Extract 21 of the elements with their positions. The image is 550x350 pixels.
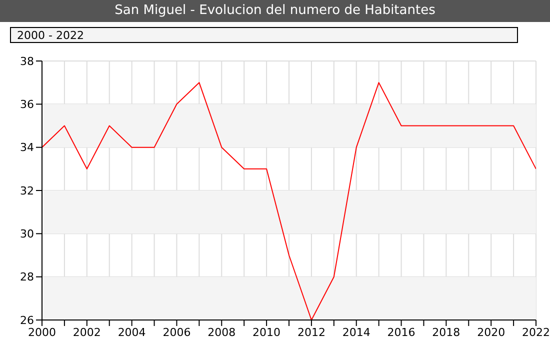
y-tick-label: 36 <box>20 98 34 112</box>
x-tick-label: 2008 <box>208 326 236 339</box>
x-tick-label: 2016 <box>387 326 416 339</box>
chart-title: San Miguel - Evolucion del numero de Habitantes <box>0 0 550 22</box>
x-tick-label: 2004 <box>118 326 146 339</box>
x-tick-label: 2018 <box>432 326 460 339</box>
x-tick-label: 2006 <box>162 326 191 339</box>
x-tick-label: 2000 <box>28 326 56 339</box>
y-tick-label: 32 <box>20 184 34 198</box>
y-tick-label: 28 <box>20 270 34 284</box>
x-tick-label: 2014 <box>342 326 370 339</box>
x-tick-label: 2010 <box>252 326 281 339</box>
y-tick-label: 38 <box>20 54 34 68</box>
x-tick-label: 2002 <box>72 326 101 339</box>
x-tick-label: 2022 <box>522 326 550 339</box>
y-tick-label: 34 <box>20 141 34 154</box>
y-tick-label: 30 <box>20 228 34 241</box>
x-tick-label: 2012 <box>297 326 326 339</box>
text: 2000 - 2022 <box>10 27 518 43</box>
y-tick-label: 26 <box>20 314 34 327</box>
x-tick-label: 2020 <box>477 326 506 339</box>
